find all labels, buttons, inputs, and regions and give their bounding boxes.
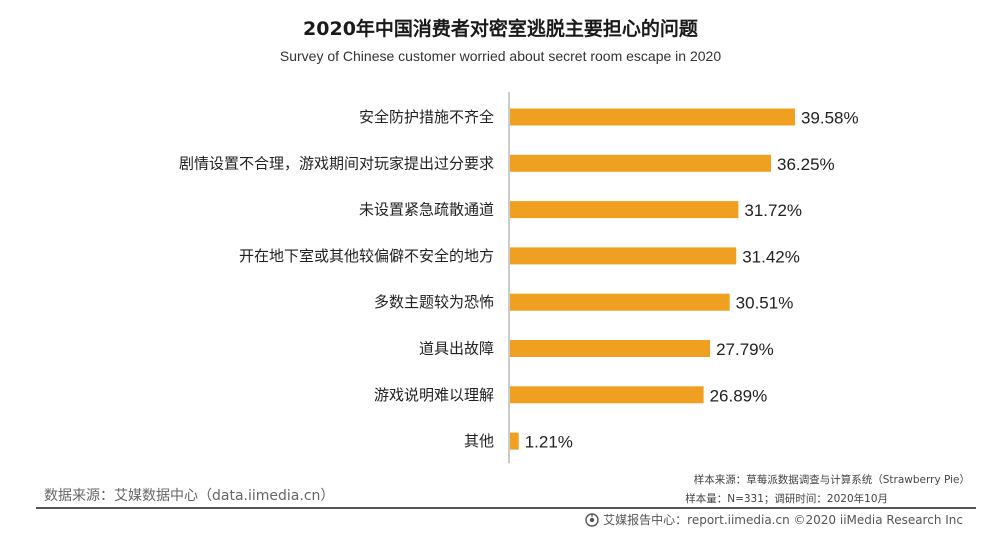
bar [510, 293, 730, 311]
category-label: 其他 [464, 432, 494, 450]
value-label: 26.89% [710, 386, 768, 405]
sample-source-note: 样本来源：草莓派数据调查与计算系统（Strawberry Pie） [693, 474, 970, 486]
category-label: 游戏说明难以理解 [374, 386, 494, 404]
category-label: 开在地下室或其他较偏僻不安全的地方 [239, 247, 494, 265]
category-label: 未设置紧急疏散通道 [359, 201, 494, 219]
bar [510, 201, 739, 219]
bar [510, 432, 519, 450]
category-label: 剧情设置不合理，游戏期间对玩家提出过分要求 [179, 154, 494, 172]
footer: 艾媒报告中心：report.iimedia.cn ©2020 iiMedia R… [585, 511, 963, 528]
bar [510, 108, 795, 126]
chart-title: 2020年中国消费者对密室逃脱主要担心的问题 [303, 18, 698, 40]
value-label: 39.58% [801, 109, 859, 128]
bar [510, 154, 771, 172]
category-label: 安全防护措施不齐全 [359, 108, 494, 126]
chart-subtitle: Survey of Chinese customer worried about… [279, 48, 722, 64]
category-label: 道具出故障 [419, 340, 494, 358]
bar [510, 340, 711, 357]
value-label: 1.21% [525, 433, 573, 452]
value-label: 30.51% [736, 294, 794, 313]
bar [510, 247, 737, 265]
category-label: 多数主题较为恐怖 [374, 293, 494, 311]
data-source-note: 数据来源：艾媒数据中心（data.iimedia.cn） [44, 488, 335, 504]
value-label: 31.72% [744, 201, 802, 220]
bar [510, 386, 704, 404]
value-label: 27.79% [716, 340, 774, 359]
footer-divider [36, 507, 976, 509]
value-label: 31.42% [742, 247, 800, 266]
sample-size-note: 样本量：N=331；调研时间：2020年10月 [685, 493, 888, 505]
bar-chart: 安全防护措施不齐全 39.58% 剧情设置不合理，游戏期间对玩家提出过分要求 36.2… [179, 92, 859, 464]
value-label: 36.25% [777, 155, 835, 174]
iimedia-logo-icon [585, 512, 599, 527]
footer-text: 艾媒报告中心：report.iimedia.cn ©2020 iiMedia R… [603, 513, 963, 527]
